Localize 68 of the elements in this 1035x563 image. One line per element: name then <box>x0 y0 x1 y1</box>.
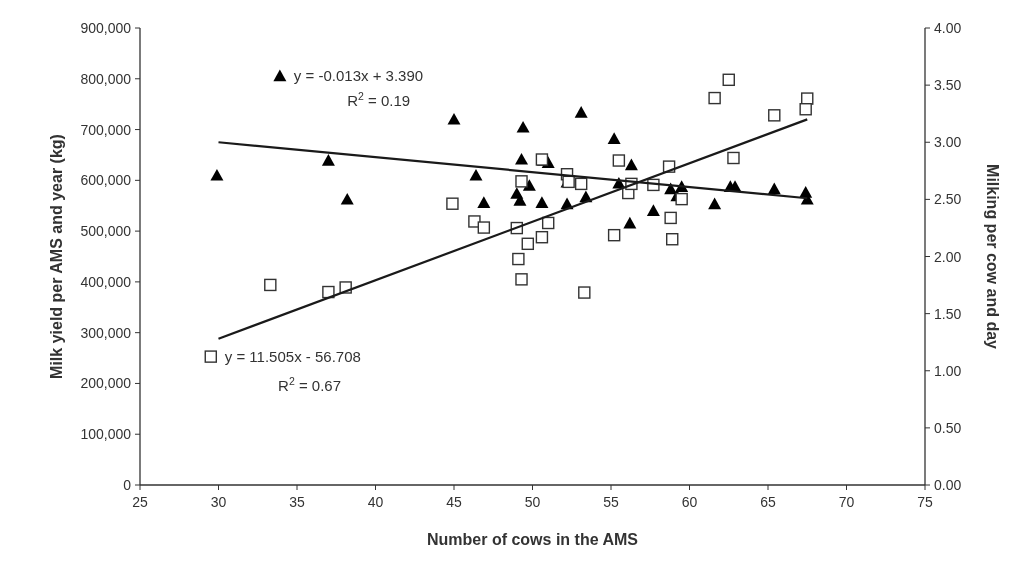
x-tick-label: 70 <box>838 494 855 510</box>
point <box>535 230 549 244</box>
point <box>708 91 721 105</box>
point <box>515 175 528 188</box>
y-tick-label: 300,000 <box>80 324 132 341</box>
x-tick-label: 30 <box>210 494 227 510</box>
y2-tick-label: 3.50 <box>934 77 962 94</box>
x-axis-title: Number of cows in the AMS <box>427 531 639 548</box>
point <box>612 154 626 167</box>
point <box>607 132 621 145</box>
point <box>477 196 491 208</box>
x-tick-label: 25 <box>132 494 148 510</box>
point <box>515 152 529 165</box>
point <box>321 154 335 166</box>
y2-tick-label: 2.50 <box>934 191 962 208</box>
point <box>513 194 527 206</box>
point <box>624 158 638 171</box>
legend-label: y = 11.505x - 56.708 <box>224 347 361 365</box>
point <box>447 112 461 125</box>
point <box>469 168 483 181</box>
y2-tick-label: 0.00 <box>934 477 962 493</box>
point <box>512 252 525 266</box>
point <box>664 211 677 225</box>
x-tick-label: 65 <box>760 494 776 510</box>
y-tick-label: 800,000 <box>80 70 132 87</box>
point <box>675 192 688 206</box>
y-tick-label: 700,000 <box>80 121 132 138</box>
point <box>535 196 549 208</box>
y-tick-label: 200,000 <box>80 375 132 392</box>
y-tick-label: 100,000 <box>80 426 132 443</box>
y2-tick-label: 0.50 <box>934 419 962 436</box>
y-axis-title: Milk yield per AMS and year (kg) <box>48 134 65 379</box>
point <box>727 151 740 165</box>
point <box>623 216 637 229</box>
point <box>521 237 535 251</box>
y2-tick-label: 4.00 <box>934 20 962 36</box>
y2-tick-label: 2.00 <box>934 248 962 265</box>
point <box>516 120 530 133</box>
x-tick-label: 50 <box>524 494 541 510</box>
x-tick-label: 35 <box>289 494 305 510</box>
x-tick-label: 45 <box>446 494 462 510</box>
y-tick-label: 600,000 <box>80 172 132 189</box>
y2-tick-label: 3.00 <box>934 134 962 151</box>
y2-axis-title: Milking per cow and day <box>984 164 1001 350</box>
x-tick-label: 55 <box>603 494 619 510</box>
y-tick-label: 500,000 <box>80 223 132 240</box>
y-tick-label: 0 <box>123 477 132 493</box>
x-tick-label: 75 <box>917 494 933 510</box>
point <box>477 221 491 234</box>
legend-label: y = -0.013x + 3.390 <box>293 67 424 85</box>
point <box>708 197 722 210</box>
annotation: R$^{2}$ = 0.19 <box>347 89 411 109</box>
point <box>574 177 588 191</box>
x-tick-label: 40 <box>367 494 384 510</box>
point <box>264 278 277 292</box>
point <box>574 106 588 118</box>
point <box>767 182 781 195</box>
y2-tick-label: 1.50 <box>934 305 962 322</box>
point <box>340 192 354 205</box>
y-tick-label: 400,000 <box>80 273 132 290</box>
y-tick-label: 900,000 <box>80 20 132 36</box>
point <box>646 204 660 216</box>
point <box>210 168 224 181</box>
point <box>607 228 621 242</box>
point <box>541 216 555 230</box>
annotation: R$^{2}$ = 0.67 <box>278 375 342 395</box>
x-tick-label: 60 <box>681 494 698 510</box>
y2-tick-label: 1.00 <box>934 362 962 379</box>
